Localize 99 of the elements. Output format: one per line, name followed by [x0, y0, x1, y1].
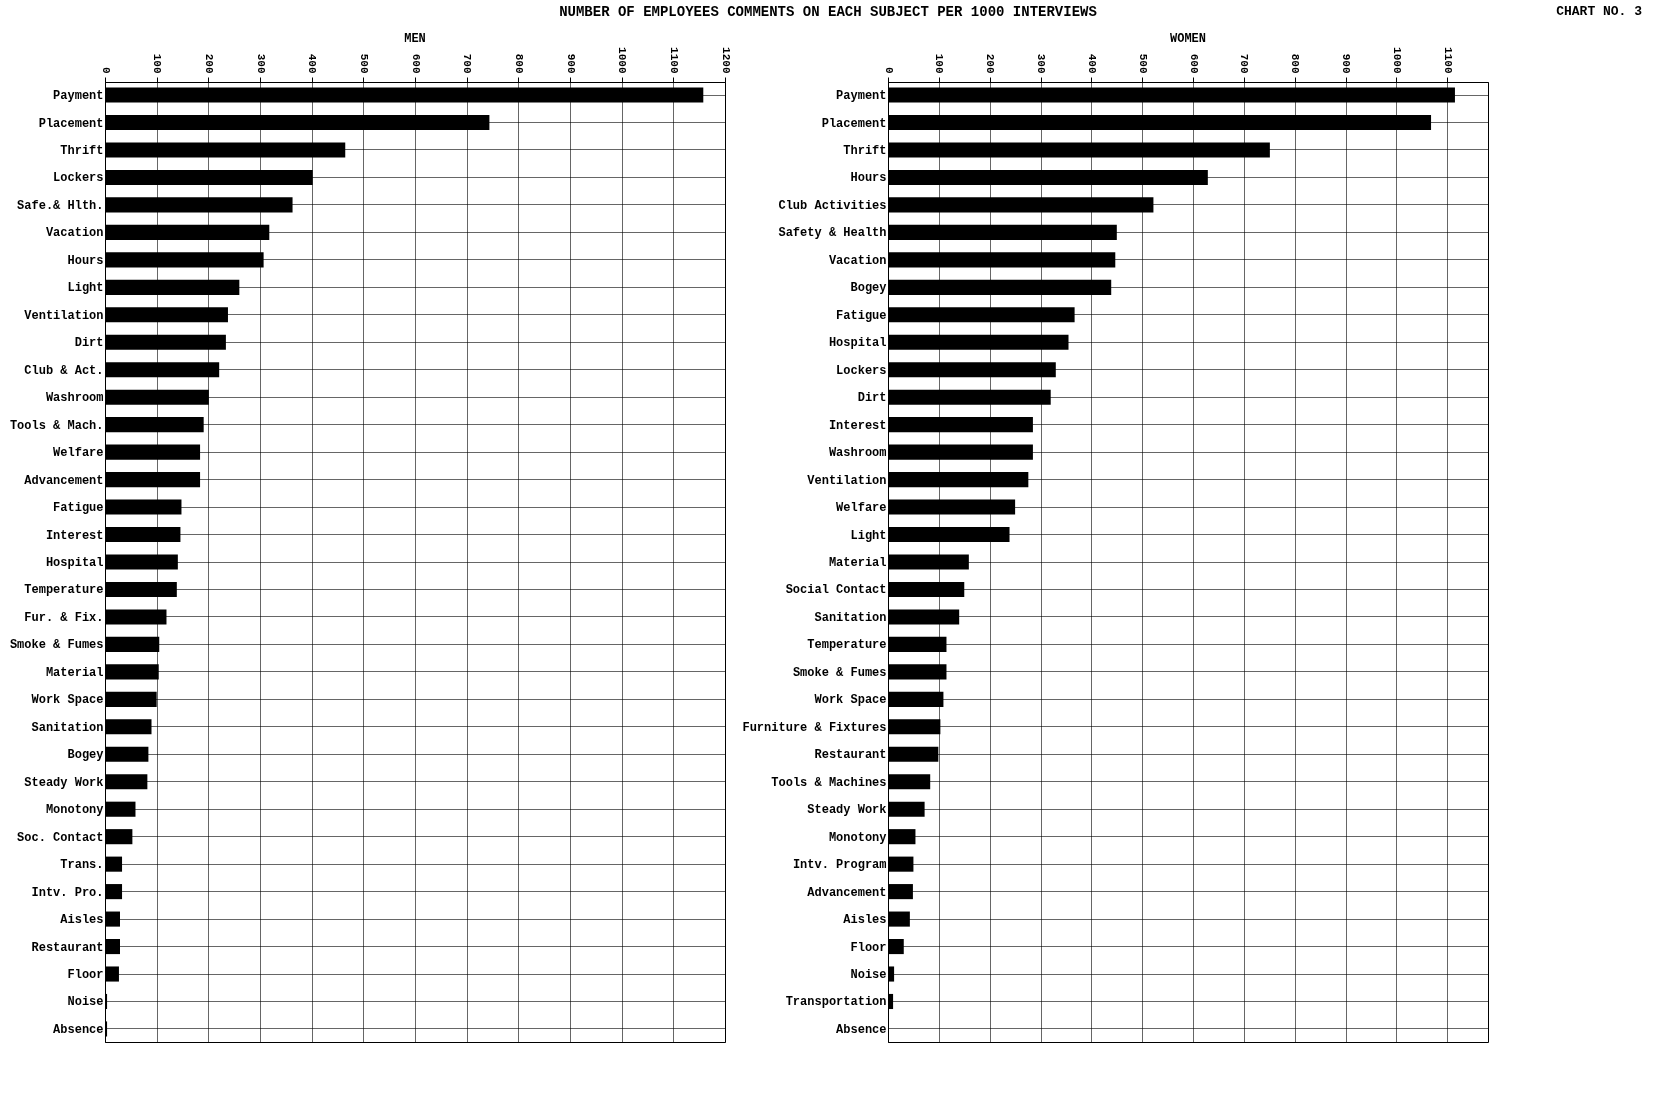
y-tick-label: Tools & Mach.	[9, 418, 104, 433]
x-tick-label: 400	[1085, 53, 1098, 74]
x-tick-label: 300	[1035, 53, 1048, 74]
y-tick-label: Fatigue	[836, 308, 887, 323]
text: CHART NO. 3	[1556, 4, 1642, 19]
y-tick-label: Aisles	[60, 913, 104, 928]
y-tick-label: Lockers	[53, 171, 104, 186]
y-tick-label: Intv. Program	[792, 858, 887, 873]
y-tick-label: Fatigue	[53, 501, 104, 516]
x-tick-label: 600	[1187, 53, 1200, 74]
y-tick-label: Tools & Machines	[771, 775, 887, 790]
y-tick-label: Safety & Health	[778, 226, 887, 241]
x-tick-label: 1100	[1441, 47, 1454, 74]
chart-subtitle: WOMEN	[1169, 31, 1207, 46]
y-tick-label: Temperature	[807, 638, 887, 653]
y-tick-label: Monotony	[45, 803, 104, 818]
y-tick-label: Absence	[836, 1022, 887, 1037]
x-tick-label: 200	[202, 53, 215, 74]
x-tick-label: 100	[151, 53, 164, 74]
y-tick-label: Placement	[38, 116, 104, 131]
y-tick-label: Payment	[836, 89, 887, 104]
x-tick-label: 1000	[616, 47, 629, 74]
y-tick-label: Sanitation	[814, 610, 887, 625]
x-tick-label: 700	[1238, 53, 1251, 74]
y-tick-label: Dirt	[857, 391, 887, 406]
y-tick-label: Vacation	[828, 253, 887, 268]
x-tick-label: 100	[933, 53, 946, 74]
y-tick-label: Social Contact	[785, 583, 887, 598]
x-tick-label: 900	[1340, 53, 1353, 74]
y-tick-label: Hours	[67, 253, 104, 268]
y-tick-label: Washroom	[828, 446, 887, 461]
y-tick-label: Hospital	[45, 556, 104, 570]
y-tick-label: Trans.	[60, 858, 104, 873]
y-tick-label: Payment	[53, 89, 104, 104]
y-tick-label: Hospital	[828, 336, 887, 351]
y-tick-label: Transportation	[785, 995, 887, 1010]
y-tick-label: Work Space	[31, 693, 104, 708]
y-tick-label: Material	[828, 556, 887, 570]
x-tick-label: 900	[564, 53, 577, 74]
x-tick-label: 300	[254, 53, 267, 74]
y-tick-label: Absence	[53, 1022, 104, 1037]
y-tick-label: Monotony	[828, 830, 887, 845]
x-tick-label: 400	[306, 53, 319, 74]
y-tick-label: Welfare	[836, 501, 887, 516]
y-tick-label: Soc. Contact	[17, 830, 104, 845]
y-tick-label: Fur. & Fix.	[24, 610, 104, 625]
y-tick-label: Sanitation	[31, 720, 104, 735]
y-tick-label: Intv. Pro.	[31, 885, 104, 900]
x-tick-label: 1100	[667, 47, 680, 74]
y-tick-label: Interest	[828, 418, 887, 433]
x-tick-label: 1000	[1390, 47, 1403, 74]
y-tick-label: Vacation	[45, 226, 104, 241]
y-tick-label: Placement	[821, 116, 887, 131]
y-tick-label: Smoke & Fumes	[9, 638, 104, 653]
y-tick-label: Bogey	[850, 281, 887, 296]
y-tick-label: Club & Act.	[24, 363, 104, 378]
x-tick-label: 1200	[719, 47, 732, 74]
x-tick-label: 200	[984, 53, 997, 74]
x-tick-label: 500	[1136, 53, 1149, 74]
y-tick-label: Aisles	[843, 913, 887, 928]
y-tick-label: Steady Work	[807, 803, 887, 818]
y-tick-label: Material	[45, 665, 104, 680]
x-tick-label: 800	[1289, 53, 1302, 74]
y-tick-label: Steady Work	[24, 775, 104, 790]
y-tick-label: Advancement	[807, 885, 887, 900]
y-tick-label: Floor	[850, 940, 887, 955]
y-tick-label: Dirt	[74, 336, 104, 351]
y-tick-label: Temperature	[24, 583, 104, 598]
y-tick-label: Noise	[67, 995, 104, 1010]
y-tick-label: Washroom	[45, 391, 104, 406]
y-tick-label: Hours	[850, 171, 887, 186]
x-tick-label: 0	[99, 66, 112, 74]
y-tick-label: Restaurant	[31, 940, 104, 955]
y-tick-label: Thrift	[843, 143, 887, 158]
x-tick-label: 700	[461, 53, 474, 74]
y-tick-label: Bogey	[67, 748, 104, 763]
y-tick-label: Advancement	[24, 473, 104, 488]
y-tick-label: Noise	[850, 968, 887, 983]
y-tick-label: Light	[850, 528, 887, 543]
y-tick-label: Thrift	[60, 143, 104, 158]
x-tick-label: 800	[512, 53, 525, 74]
y-tick-label: Floor	[67, 968, 104, 983]
y-tick-label: Ventilation	[24, 308, 104, 323]
text: NUMBER OF EMPLOYEES COMMENTS ON EACH SUBJECT PER 1000 INTERVIEWS	[559, 4, 1097, 20]
y-tick-label: Work Space	[814, 693, 887, 708]
y-tick-label: Lockers	[836, 363, 887, 378]
y-tick-label: Furniture & Fixtures	[742, 720, 887, 735]
y-tick-label: Ventilation	[807, 473, 887, 488]
y-tick-label: Safe.& Hlth.	[17, 198, 104, 213]
x-tick-label: 600	[409, 53, 422, 74]
y-tick-label: Restaurant	[814, 748, 887, 763]
y-tick-label: Light	[67, 281, 104, 296]
y-tick-label: Welfare	[53, 446, 104, 461]
y-tick-label: Club Activities	[778, 198, 887, 213]
x-tick-label: 0	[882, 66, 895, 74]
y-tick-label: Smoke & Fumes	[792, 665, 887, 680]
x-tick-label: 500	[357, 53, 370, 74]
y-tick-label: Interest	[45, 528, 104, 543]
chart-subtitle: MEN	[404, 31, 426, 46]
